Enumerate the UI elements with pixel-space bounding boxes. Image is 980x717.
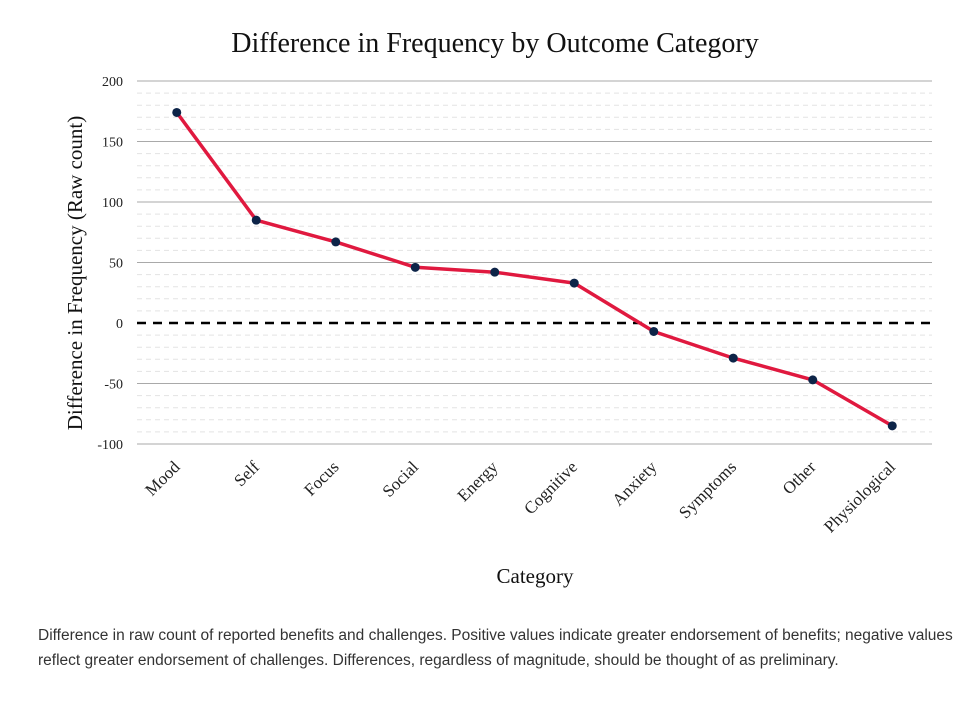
- x-category-label: Self: [230, 457, 263, 490]
- y-tick-label: -50: [104, 378, 123, 393]
- x-axis-categories: Mood Self Focus Social Energy Cognitive Anxiet…: [141, 457, 899, 536]
- y-axis-title: Difference in Frequency (Raw count): [63, 116, 87, 431]
- y-tick-label: 100: [102, 196, 123, 211]
- x-category-label: Anxiety: [608, 457, 661, 510]
- x-category-label: Focus: [300, 457, 342, 499]
- x-category-label: Other: [779, 457, 820, 498]
- data-point-anxiety: [649, 326, 659, 336]
- x-category-label: Energy: [454, 457, 502, 505]
- series-line: [175, 111, 894, 428]
- x-category-label: Social: [379, 457, 423, 501]
- figure-caption: Difference in raw count of reported bene…: [38, 627, 953, 669]
- data-point-cognitive: [569, 278, 579, 288]
- data-point-physiological: [887, 421, 897, 431]
- data-point-energy: [490, 267, 500, 277]
- chart-title: Difference in Frequency by Outcome Categ…: [231, 28, 758, 59]
- y-tick-label: -100: [97, 438, 123, 453]
- y-tick-label: 50: [109, 257, 123, 272]
- y-tick-label: 0: [116, 317, 123, 332]
- data-point-social: [410, 262, 420, 272]
- y-tick-label: 150: [102, 136, 123, 151]
- x-axis-title: Category: [497, 564, 574, 588]
- data-points: [172, 107, 897, 431]
- line-chart: Difference in Frequency by Outcome Categ…: [63, 28, 932, 588]
- y-axis-ticks: 200 150 100 50 0 -50 -100: [97, 75, 123, 453]
- x-category-label: Cognitive: [520, 457, 581, 518]
- data-point-other: [808, 375, 818, 385]
- x-category-label: Physiological: [820, 457, 899, 536]
- gridlines: [137, 80, 932, 445]
- data-point-self: [251, 215, 261, 225]
- data-point-focus: [331, 237, 341, 247]
- data-point-mood: [172, 107, 182, 117]
- x-category-label: Symptoms: [675, 457, 740, 522]
- x-category-label: Mood: [141, 457, 184, 500]
- data-point-symptoms: [728, 353, 738, 363]
- y-tick-label: 200: [102, 75, 123, 90]
